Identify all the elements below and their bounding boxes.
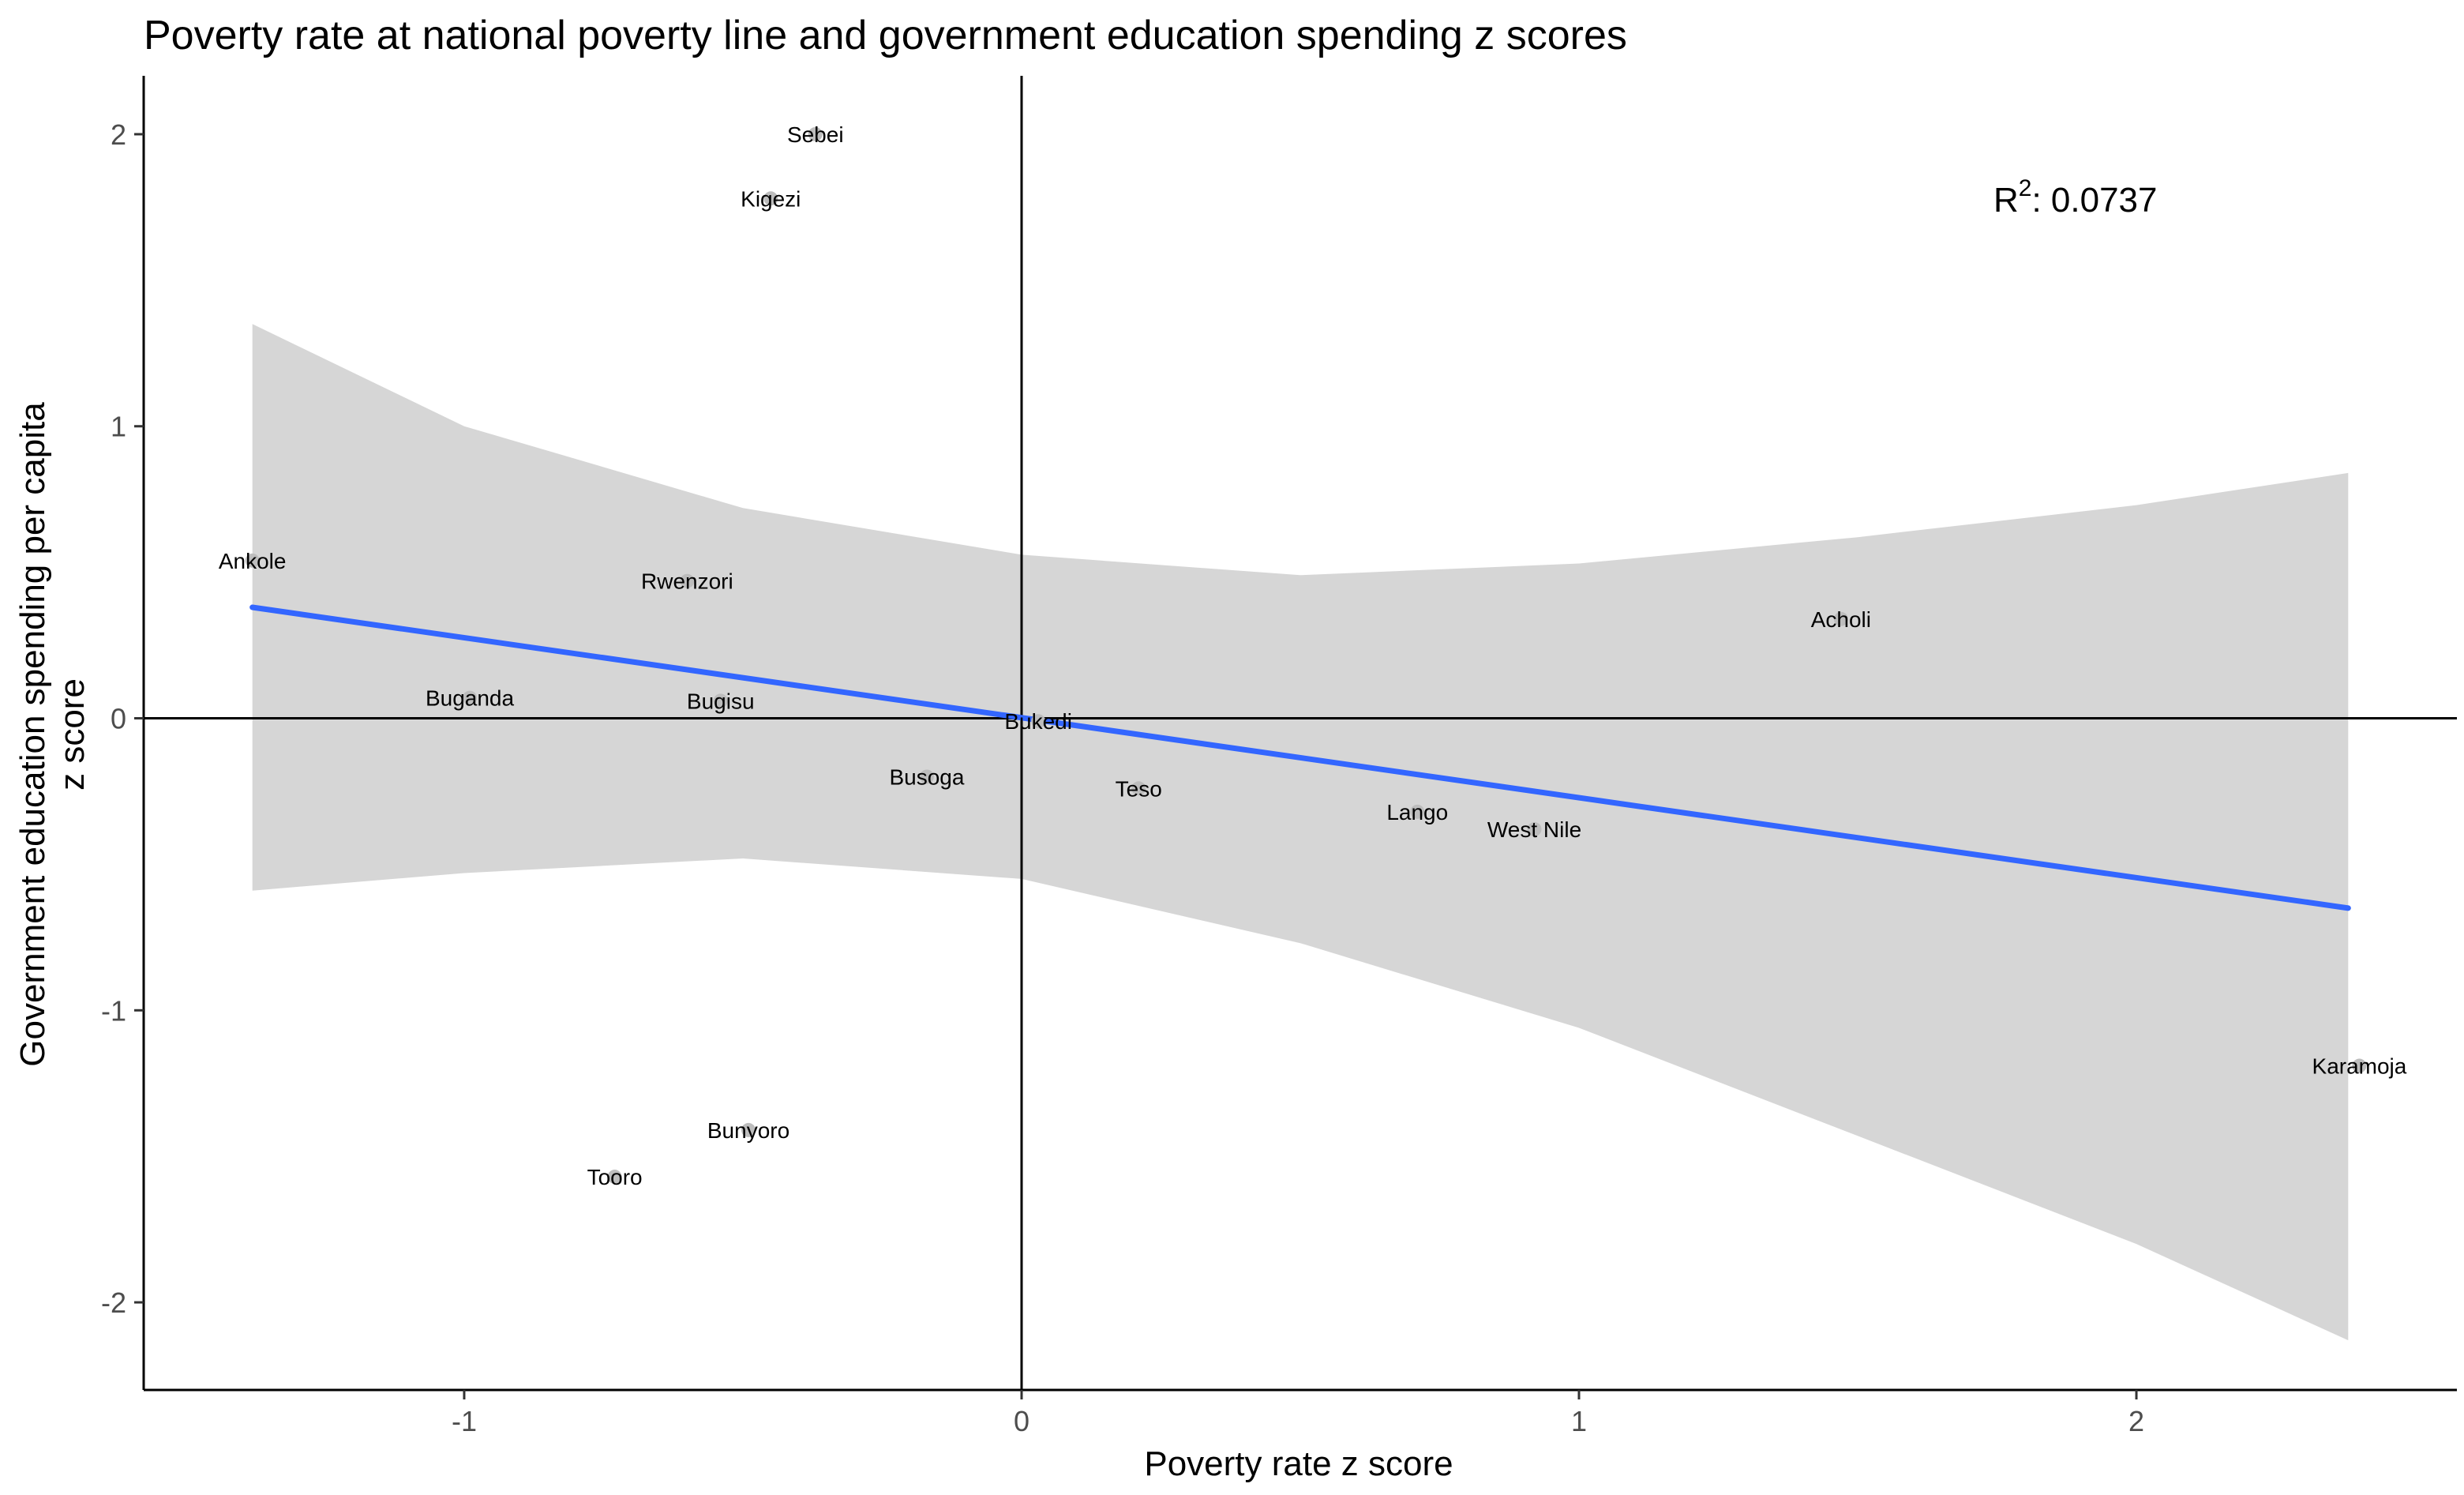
data-point-ankole — [245, 553, 260, 568]
r-squared-letter: R — [1993, 181, 2019, 220]
data-point-acholi — [1833, 611, 1848, 626]
data-point-sebei — [808, 126, 823, 141]
y-tick-label: 1 — [111, 411, 126, 443]
point-label-buganda: Buganda — [426, 686, 515, 711]
x-axis-title: Poverty rate z score — [1144, 1444, 1453, 1483]
point-label-ankole: Ankole — [219, 549, 287, 573]
point-label-rwenzori: Rwenzori — [641, 569, 733, 594]
chart-title: Poverty rate at national poverty line an… — [144, 13, 1627, 58]
y-tick-label: -2 — [101, 1287, 126, 1319]
data-point-bukedi — [1031, 714, 1046, 729]
axes-layer: -1 0 1 2 -2 -1 0 1 2 — [101, 76, 2457, 1437]
data-point-lango — [1410, 804, 1425, 819]
data-point-teso — [1131, 781, 1146, 796]
point-label-bugisu: Bugisu — [687, 689, 755, 713]
y-tick-label: 2 — [111, 118, 126, 151]
y-tick-label: 0 — [111, 703, 126, 735]
x-tick-label: 1 — [1571, 1405, 1587, 1437]
reference-lines-layer — [144, 76, 2457, 1390]
data-point-west-nile — [1527, 822, 1542, 837]
data-point-buganda — [463, 690, 478, 705]
data-point-kigezi — [763, 191, 778, 206]
points-layer: Sebei Kigezi Ankole Rwenzori Acholi Buganda Bu… — [219, 122, 2407, 1189]
r-squared-superscript: 2 — [2019, 175, 2032, 201]
r-squared-annotation: R2: 0.0737 — [1993, 175, 2158, 220]
data-point-rwenzori — [680, 573, 695, 588]
y-tick-label: -1 — [101, 994, 126, 1027]
point-label-tooro: Tooro — [587, 1165, 643, 1189]
point-label-sebei: Sebei — [787, 122, 844, 147]
r-squared-value: : 0.0737 — [2031, 181, 2157, 220]
point-label-kigezi: Kigezi — [741, 186, 801, 211]
point-label-bunyoro: Bunyoro — [707, 1118, 789, 1143]
point-label-bukedi: Bukedi — [1004, 709, 1072, 734]
x-tick-label: -1 — [452, 1405, 477, 1437]
x-tick-label: 2 — [2128, 1405, 2144, 1437]
data-point-bunyoro — [741, 1122, 756, 1137]
fit-line-layer — [249, 604, 2351, 911]
confidence-band — [252, 324, 2349, 1341]
data-point-karamoja — [2352, 1058, 2367, 1073]
y-axis-title-line1: Government education spending per capita — [13, 402, 52, 1067]
regression-fit-line — [249, 604, 2351, 911]
confidence-band-layer — [252, 324, 2349, 1341]
point-label-busoga: Busoga — [889, 764, 964, 789]
data-point-busoga — [919, 769, 934, 784]
data-point-bugisu — [713, 693, 728, 708]
point-label-acholi: Acholi — [1811, 607, 1871, 632]
x-tick-label: 0 — [1014, 1405, 1029, 1437]
point-label-west-nile: West Nile — [1487, 817, 1581, 842]
point-label-teso: Teso — [1116, 776, 1162, 801]
y-axis-title-line2: z score — [53, 678, 92, 791]
point-label-lango: Lango — [1386, 800, 1448, 825]
point-label-karamoja: Karamoja — [2312, 1054, 2407, 1079]
data-point-tooro — [607, 1170, 622, 1185]
